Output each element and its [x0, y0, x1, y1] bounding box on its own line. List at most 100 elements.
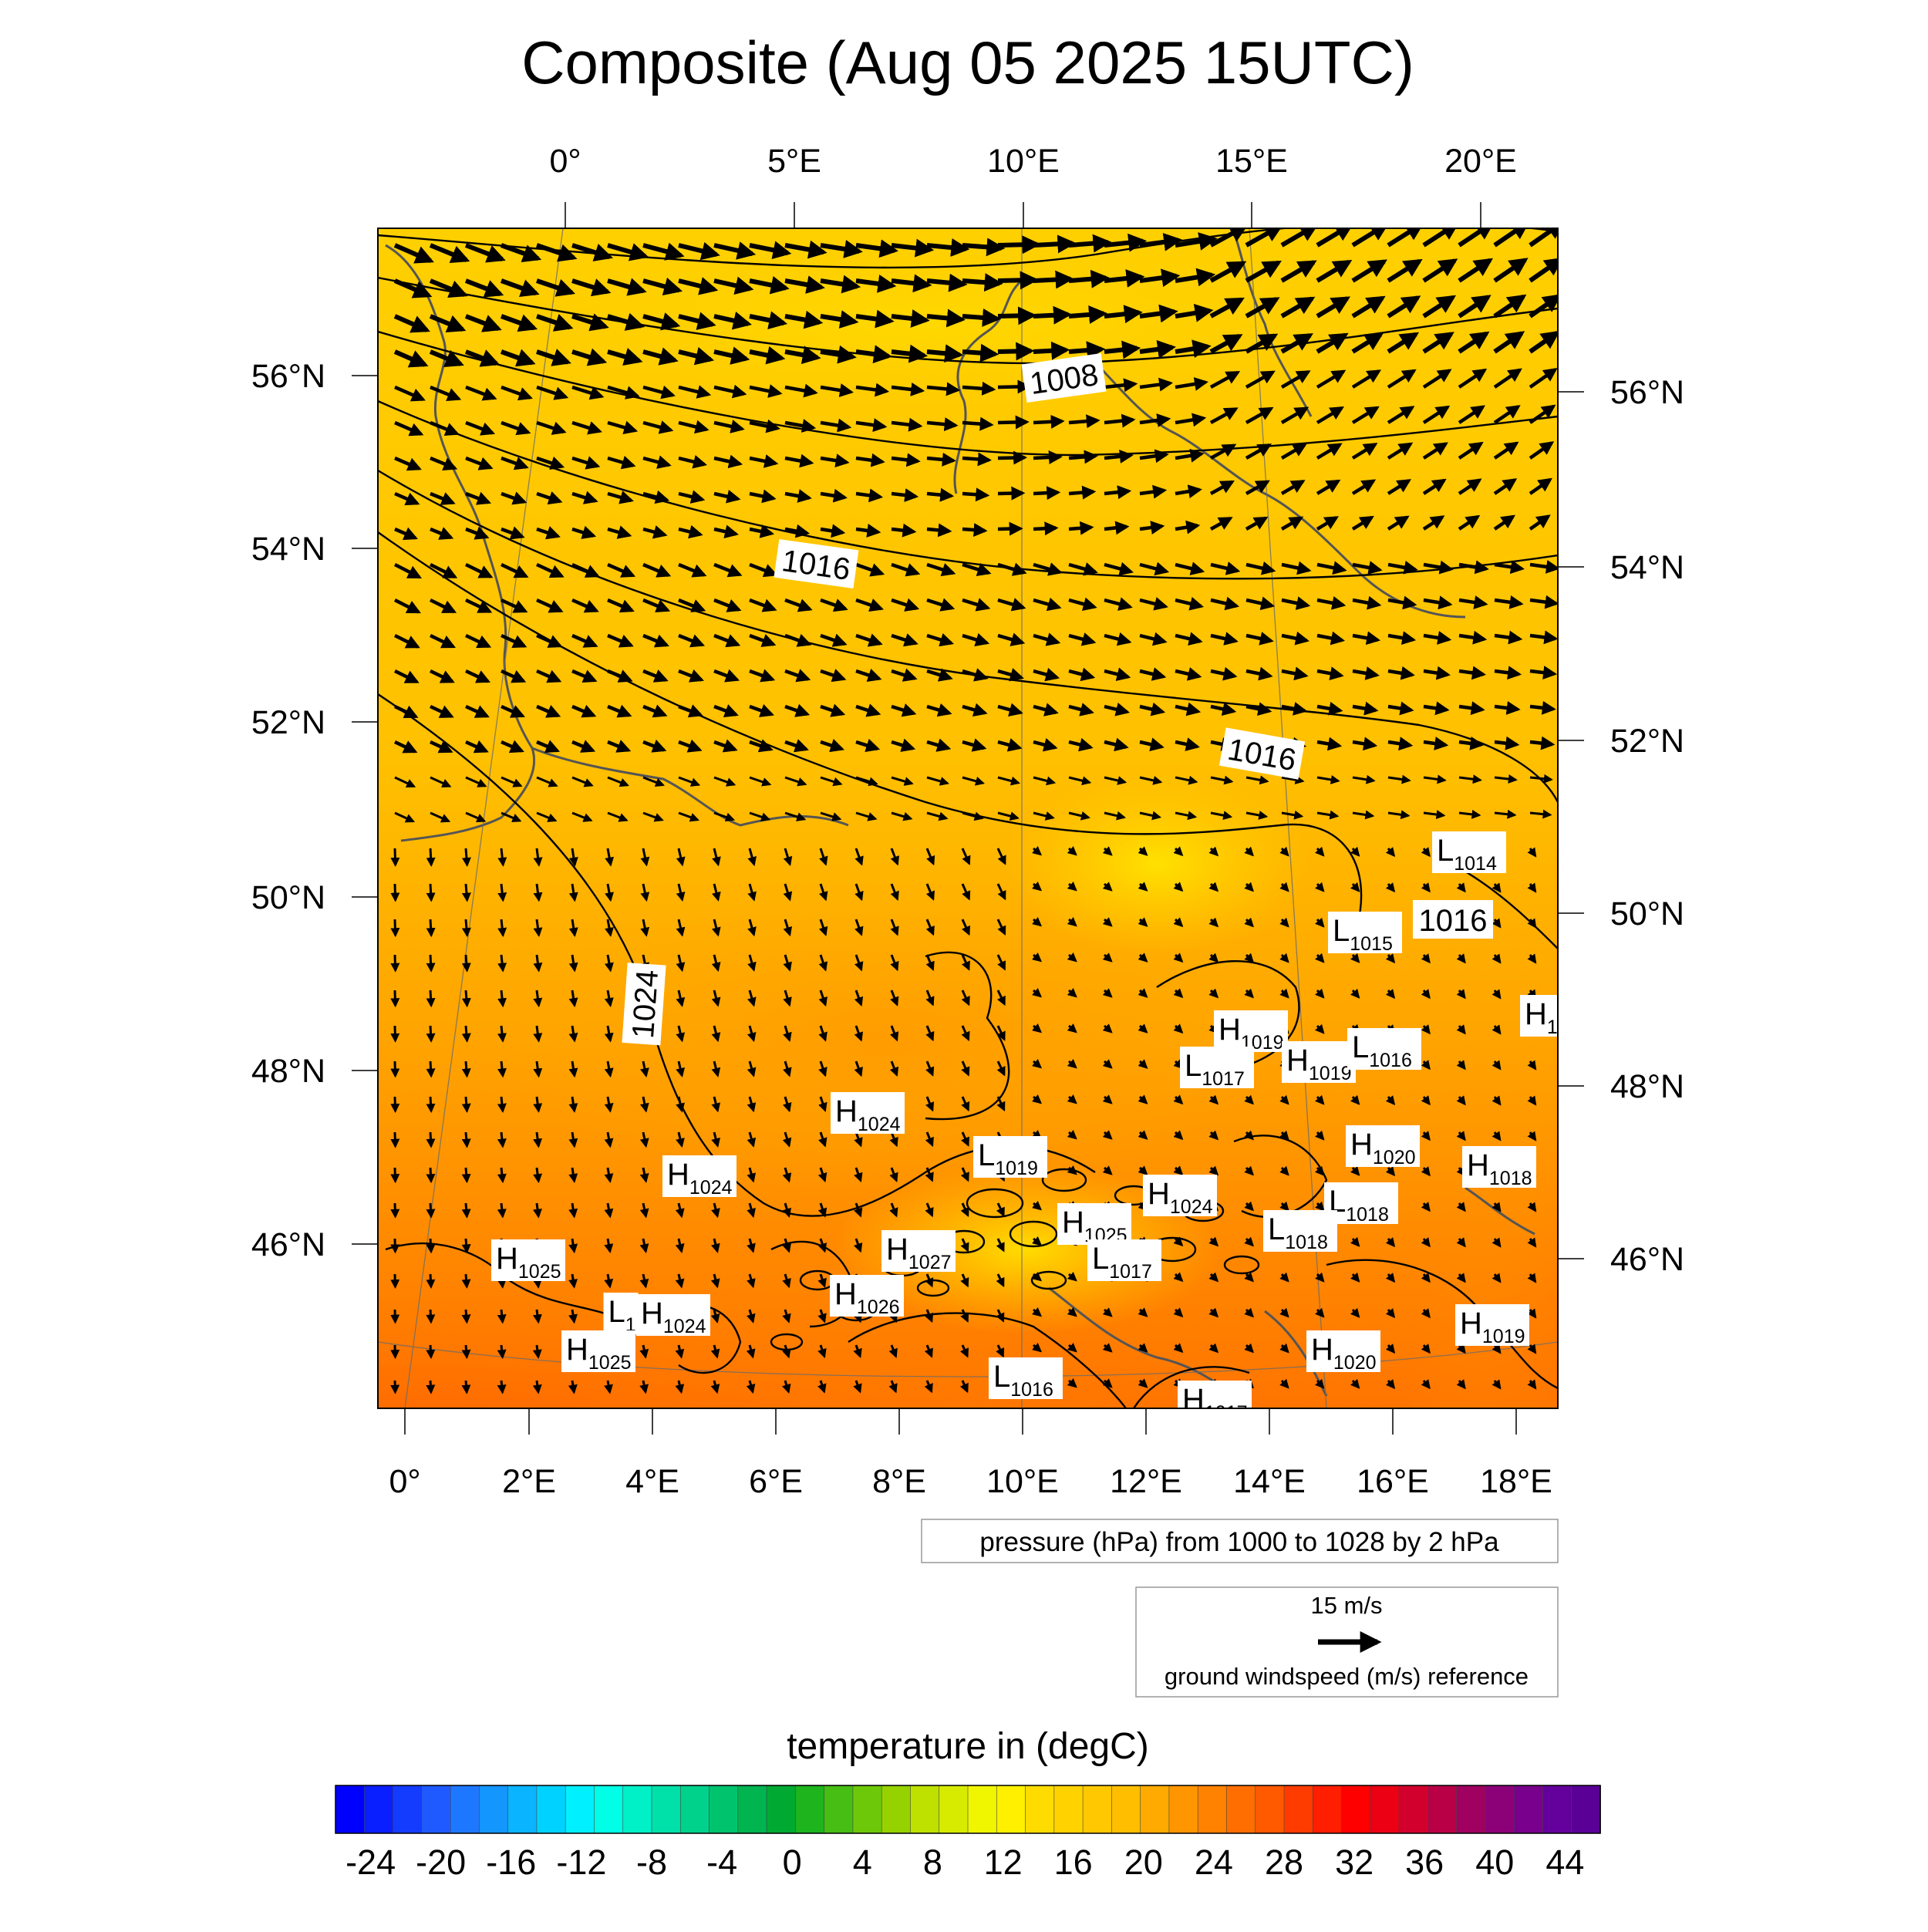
wind-arrow: [571, 278, 612, 297]
pressure-center-label: H1024: [1148, 1177, 1213, 1218]
wind-arrow: [639, 1202, 649, 1219]
pressure-center-value: 1016: [1010, 1379, 1053, 1401]
wind-arrow: [497, 954, 507, 973]
wind-arrow: [855, 811, 878, 821]
wind-arrow: [1387, 228, 1424, 248]
colorbar-swatch: [795, 1785, 825, 1834]
wind-arrow: [1316, 479, 1341, 495]
wind-arrow: [962, 703, 988, 717]
wind-arrow: [1244, 917, 1254, 928]
colorbar-swatch: [1485, 1785, 1515, 1834]
wind-arrow: [568, 1025, 578, 1043]
wind-arrow: [713, 562, 743, 578]
wind-arrow: [749, 454, 779, 468]
wind-arrow: [1244, 1343, 1254, 1354]
wind-arrow: [497, 1380, 507, 1394]
figure-title: Composite (Aug 05 2025 15UTC): [521, 29, 1414, 96]
wind-arrow: [1280, 370, 1311, 389]
pressure-legend-box: [921, 1519, 1559, 1563]
wind-arrow: [497, 1344, 507, 1360]
wind-arrow: [817, 1380, 827, 1394]
wind-arrow: [749, 384, 783, 398]
wind-arrow: [676, 1131, 685, 1148]
wind-arrow: [497, 1131, 507, 1148]
wind-arrow: [604, 1025, 614, 1043]
wind-arrow: [925, 990, 935, 1006]
wind-arrow: [1033, 703, 1059, 716]
wind-arrow: [890, 919, 899, 936]
pressure-center-label: L1018: [1268, 1212, 1328, 1253]
wind-arrow: [784, 383, 818, 398]
wind-arrow: [607, 704, 632, 718]
wind-arrow: [501, 562, 529, 578]
wind-arrow: [962, 452, 992, 467]
wind-arrow: [891, 562, 921, 577]
wind-arrow: [926, 598, 956, 612]
wind-arrow: [1067, 953, 1077, 963]
wind-arrow: [461, 1025, 471, 1043]
wind-arrow: [1244, 1272, 1254, 1283]
wind-arrow: [426, 1309, 436, 1324]
wind-arrow: [604, 1060, 614, 1078]
wind-arrow: [1173, 882, 1184, 892]
wind-arrow: [749, 739, 774, 753]
wind-arrow: [1529, 404, 1556, 424]
pressure-center-value: 1024: [689, 1177, 733, 1199]
wind-arrow: [1067, 1059, 1077, 1069]
wind-arrow: [497, 883, 507, 902]
pressure-center-label: L1016: [1352, 1030, 1412, 1071]
pressure-center-value: 10: [1547, 1017, 1569, 1038]
wind-arrow: [1031, 953, 1043, 963]
wind-arrow: [855, 383, 890, 397]
low-pressure-center: L1018: [1263, 1210, 1337, 1253]
wind-arrow: [817, 1238, 827, 1253]
wind-arrow: [642, 455, 672, 469]
wind-arrow: [1458, 701, 1485, 716]
wind-arrow: [676, 919, 686, 937]
isobar-cell: [1223, 1255, 1260, 1275]
wind-arrow: [713, 811, 736, 822]
wind-arrow: [1139, 776, 1163, 785]
pressure-center-label: H1018: [1467, 1148, 1532, 1189]
wind-arrow: [1529, 630, 1558, 645]
wind-arrow: [676, 883, 686, 902]
wind-arrow: [533, 954, 543, 973]
wind-arrow: [1527, 953, 1537, 964]
high-pressure-center: H1019: [1282, 1041, 1356, 1084]
wind-arrow: [464, 314, 502, 332]
wind-arrow: [1244, 1307, 1254, 1318]
wind-arrow: [571, 633, 598, 648]
wind-arrow: [642, 811, 664, 822]
wind-arrow: [1352, 737, 1378, 751]
wind-arrow: [818, 1025, 827, 1042]
wind-arrow: [1350, 1236, 1360, 1247]
wind-arrow: [1068, 597, 1097, 611]
isobar-cell: [1009, 1220, 1058, 1248]
wind-arrow: [818, 1096, 827, 1112]
high-pressure-center: H1020: [1306, 1330, 1380, 1374]
wind-arrow: [1033, 521, 1059, 536]
wind-arrow: [1067, 1023, 1077, 1033]
wind-arrow: [1351, 228, 1390, 248]
wind-arrow: [607, 562, 636, 578]
wind-arrow: [1527, 847, 1537, 858]
wind-arrow: [1281, 561, 1312, 575]
wind-arrow: [1387, 442, 1414, 460]
wind-arrow: [713, 311, 752, 330]
wind-arrow: [1529, 441, 1555, 460]
wind-arrow: [642, 385, 676, 400]
wind-arrow: [1352, 561, 1383, 575]
wind-arrow: [1456, 1131, 1466, 1141]
wind-arrow: [960, 1273, 969, 1288]
wind-arrow: [891, 776, 914, 786]
wind-arrow: [961, 954, 970, 971]
colorbar-swatch: [737, 1785, 767, 1834]
wind-arrow: [713, 384, 747, 399]
wind-arrow: [1387, 479, 1411, 495]
wind-arrow: [1208, 1094, 1219, 1105]
wind-arrow: [642, 420, 674, 434]
wind-arrow: [607, 525, 632, 539]
wind-arrow: [429, 243, 470, 264]
colorbar-swatch: [421, 1785, 451, 1834]
